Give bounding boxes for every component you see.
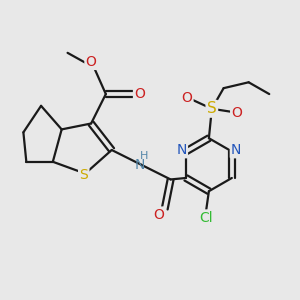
Text: O: O xyxy=(134,87,145,101)
Text: S: S xyxy=(80,168,88,182)
Text: O: O xyxy=(86,55,97,69)
Text: N: N xyxy=(176,143,187,157)
Text: H: H xyxy=(140,151,148,161)
Text: N: N xyxy=(231,143,242,157)
Text: O: O xyxy=(153,208,164,222)
Text: O: O xyxy=(182,92,192,106)
Text: S: S xyxy=(207,101,217,116)
Text: O: O xyxy=(231,106,242,120)
Text: Cl: Cl xyxy=(199,211,213,225)
Text: N: N xyxy=(134,158,145,172)
